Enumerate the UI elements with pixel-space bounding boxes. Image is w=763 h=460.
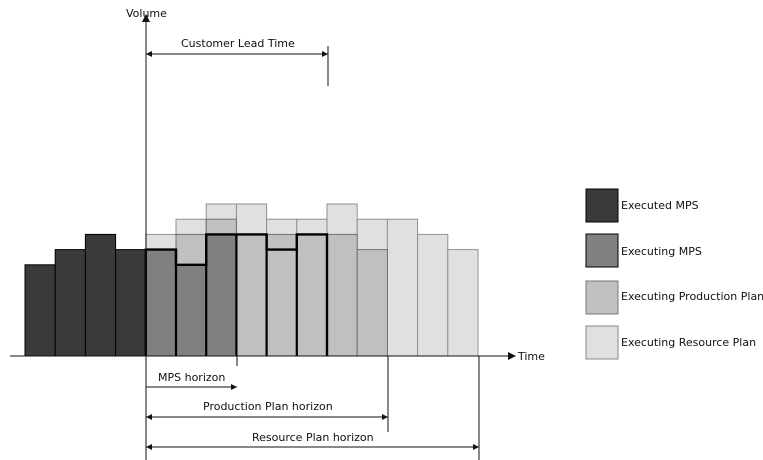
bar-executing-production-plan-period-10	[296, 233, 328, 357]
bar-executed-mps-period-4	[115, 249, 147, 357]
legend-label-executing-production-plan: Executing Production Plan	[621, 290, 763, 303]
bar-executing-production-plan-period-12	[356, 249, 388, 357]
bar-executing-resource-plan-period-14	[417, 233, 449, 357]
time-axis-label: Time	[517, 350, 545, 363]
legend-item-executing-resource-plan: Executing Resource Plan	[585, 325, 756, 360]
customer-lead-time-label: Customer Lead Time	[181, 37, 295, 50]
bar-executing-mps-period-7	[205, 233, 237, 357]
legend-item-executing-mps: Executing MPS	[585, 233, 702, 268]
resource-plan-horizon-label: Resource Plan horizon	[252, 431, 374, 444]
bar-executed-mps-period-1	[24, 264, 56, 357]
mps-horizon-label: MPS horizon	[158, 371, 225, 384]
legend-label-executing-resource-plan: Executing Resource Plan	[621, 336, 756, 349]
volume-axis-arrowhead	[142, 14, 150, 22]
legend: Executed MPS Executing MPS Executing Pro…	[585, 188, 763, 360]
resource-plan-horizon-arrow-left	[146, 444, 152, 450]
volume-axis-label: Volume	[126, 7, 167, 20]
production-plan-horizon-label: Production Plan horizon	[203, 400, 333, 413]
bar-executing-production-plan-period-9	[266, 233, 298, 357]
legend-swatch-executed-mps	[585, 188, 619, 223]
legend-swatch-executing-resource-plan	[585, 325, 619, 360]
legend-label-executed-mps: Executed MPS	[621, 199, 699, 212]
bar-executing-production-plan-period-11	[326, 233, 358, 357]
customer-lead-time-arrow-left	[146, 51, 152, 57]
production-plan-horizon-arrow-left	[146, 414, 152, 420]
legend-label-executing-mps: Executing MPS	[621, 245, 702, 258]
resource-plan-horizon-arrow-right	[473, 444, 479, 450]
legend-swatch-executing-production-plan	[585, 280, 619, 315]
bar-executing-mps-period-5	[145, 249, 177, 357]
bar-executed-mps-period-3	[84, 233, 117, 357]
legend-item-executing-production-plan: Executing Production Plan	[585, 280, 763, 315]
legend-item-executed-mps: Executed MPS	[585, 188, 699, 223]
bar-executed-mps-period-2	[54, 249, 86, 357]
mps-horizon-arrow-right	[231, 384, 237, 390]
bar-executing-resource-plan-period-13	[386, 218, 419, 357]
bars-layer	[24, 203, 479, 357]
bar-executing-production-plan-period-8	[235, 233, 268, 357]
bar-executing-resource-plan-period-15	[447, 249, 479, 357]
customer-lead-time-arrow-right	[322, 51, 328, 57]
bar-executing-mps-period-6	[175, 264, 207, 357]
time-axis-arrowhead	[508, 352, 516, 360]
production-plan-horizon-arrow-right	[382, 414, 388, 420]
legend-swatch-executing-mps	[585, 233, 619, 268]
overlay-layer: Volume Time Customer Lead Time MPS horiz…	[10, 7, 763, 460]
